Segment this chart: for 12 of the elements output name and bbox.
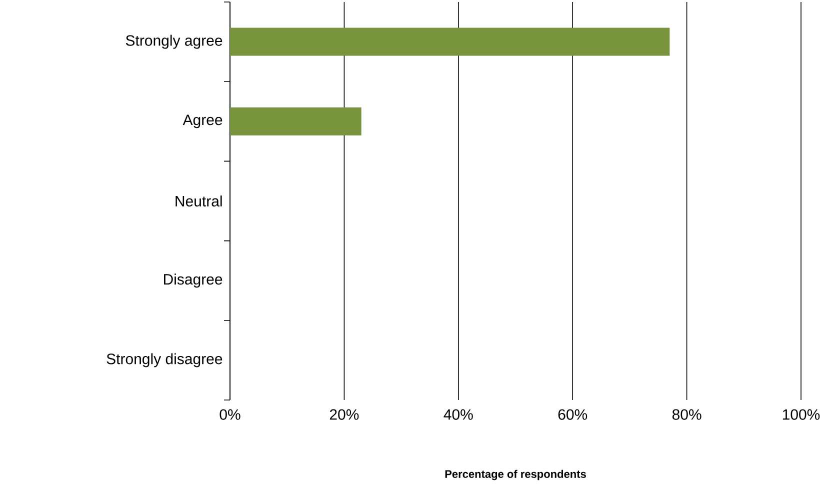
y-tick-label: Strongly disagree xyxy=(106,353,222,368)
y-tick-label: Strongly agree xyxy=(126,34,222,49)
x-tick-label: 0% xyxy=(220,409,240,420)
y-tick-label: Neutral xyxy=(176,195,222,207)
x-tick-label: 100% xyxy=(782,409,820,420)
y-tick-label: Agree xyxy=(182,114,222,128)
x-tick-label: 20% xyxy=(330,409,359,420)
x-axis-title: Percentage of respondents xyxy=(445,470,586,480)
y-tick-label: Disagree xyxy=(164,274,222,288)
x-tick-label: 80% xyxy=(672,409,702,420)
x-tick-label: 60% xyxy=(558,409,588,420)
x-tick-label: 40% xyxy=(444,409,473,420)
